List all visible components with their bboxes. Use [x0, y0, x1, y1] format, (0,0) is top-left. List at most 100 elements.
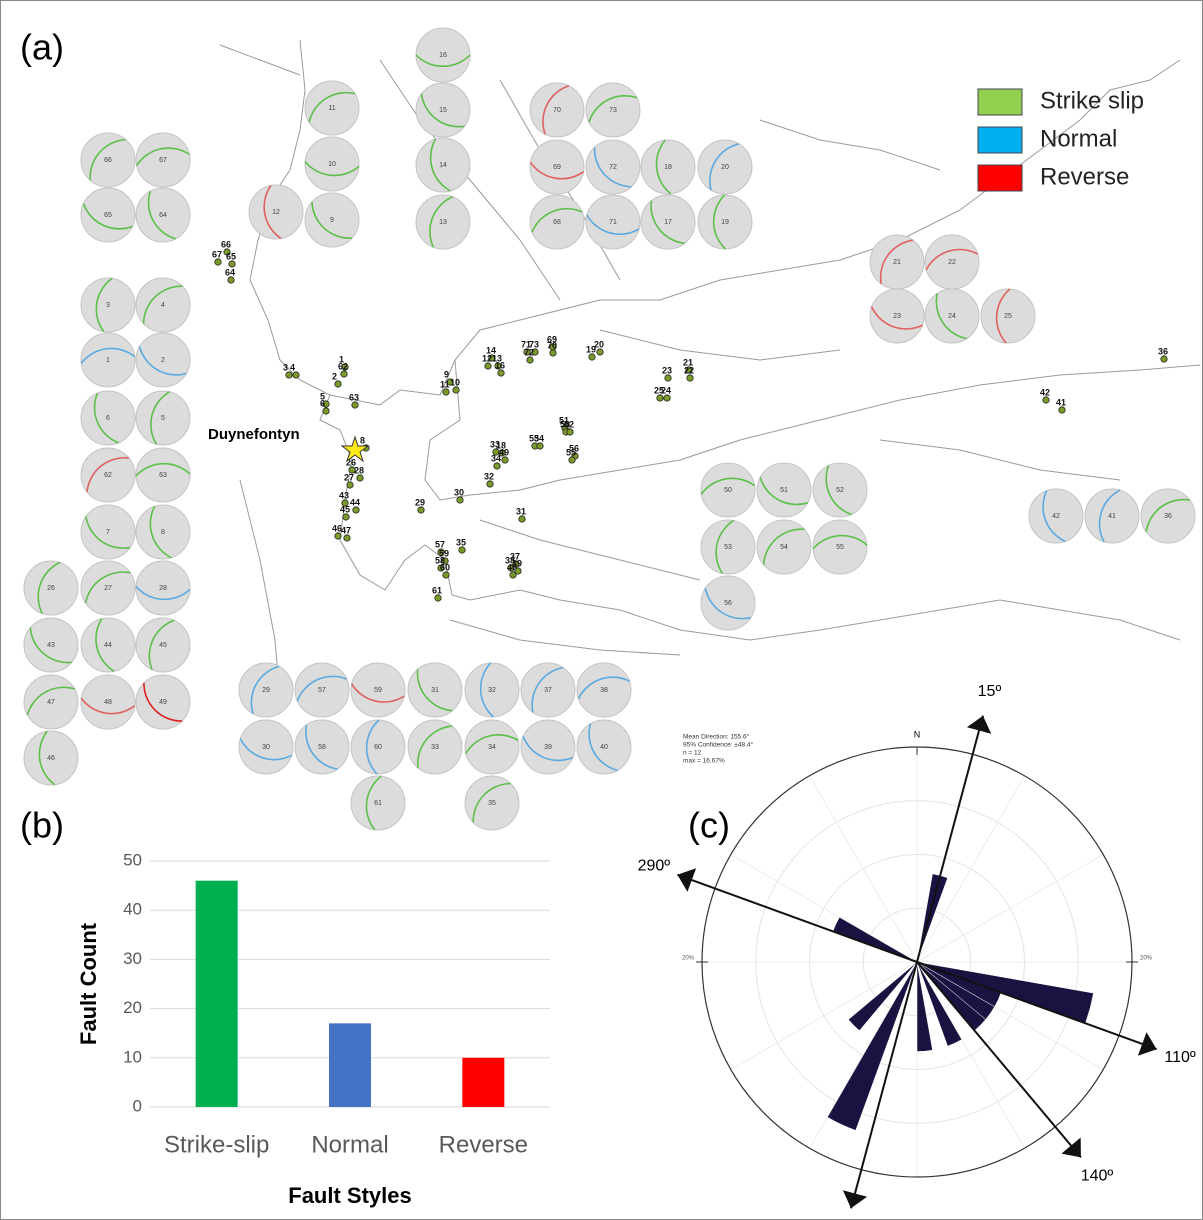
stereonet: 63 — [136, 448, 190, 502]
stereonet: 73 — [586, 83, 640, 137]
site-label: 29 — [415, 497, 425, 507]
site-label: 12 — [482, 353, 492, 363]
r-tick-label: 20% — [1140, 956, 1153, 962]
stereonet: 16 — [416, 28, 470, 82]
site-dot — [335, 381, 341, 387]
r-tick-label: 20% — [682, 956, 695, 962]
stereonet-label: 27 — [104, 585, 112, 592]
stereonet: 67 — [136, 133, 190, 187]
site-dot — [443, 389, 449, 395]
stereonet: 70 — [530, 83, 584, 137]
site-label: 47 — [341, 525, 351, 535]
stereonet: 12 — [249, 185, 303, 239]
site-label: 52 — [564, 419, 574, 429]
site-label: 44 — [350, 497, 360, 507]
stereonet-label: 16 — [439, 52, 447, 59]
stereonet: 1 — [81, 333, 135, 387]
stereonet-label: 58 — [318, 744, 326, 751]
site-dot — [550, 350, 556, 356]
stereonet-label: 56 — [724, 600, 732, 607]
stereonet-label: 35 — [488, 800, 496, 807]
y-tick-label: 40 — [123, 900, 142, 919]
x-tick-label: Normal — [311, 1131, 388, 1158]
site-dot — [228, 277, 234, 283]
panel-label: (b) — [20, 805, 64, 846]
stereonet-label: 26 — [47, 585, 55, 592]
site-dot — [502, 457, 508, 463]
site-dot — [519, 516, 525, 522]
site-label: 30 — [454, 487, 464, 497]
stereonet: 2 — [136, 333, 190, 387]
stereonet: 10 — [305, 137, 359, 191]
stereonet: 49 — [136, 675, 190, 729]
stereonet-label: 3 — [106, 302, 110, 309]
stereonet: 55 — [813, 520, 867, 574]
stereonet-label: 41 — [1108, 513, 1116, 520]
stereonet: 58 — [295, 720, 349, 774]
stereonet-label: 8 — [161, 529, 165, 536]
stereonet-label: 5 — [161, 415, 165, 422]
stereonet-label: 57 — [318, 687, 326, 694]
stereonet: 33 — [408, 720, 462, 774]
site-label: 55 — [566, 447, 576, 457]
stereonet: 40 — [577, 720, 631, 774]
site-label: 20 — [594, 339, 604, 349]
site-label: 11 — [440, 379, 450, 389]
site-dot — [515, 568, 521, 574]
stereonet-label: 61 — [374, 800, 382, 807]
stereonet: 24 — [925, 289, 979, 343]
stereonet-label: 20 — [721, 164, 729, 171]
stereonet: 35 — [465, 776, 519, 830]
site-label: 45 — [340, 504, 350, 514]
arrow-label: 15º — [978, 683, 1002, 700]
stereonet-label: 34 — [488, 744, 496, 751]
site-dot — [665, 375, 671, 381]
legend-swatch — [978, 127, 1022, 153]
stereonet-label: 54 — [780, 544, 788, 551]
stereonet-label: 29 — [262, 687, 270, 694]
stereonet: 27 — [81, 561, 135, 615]
y-tick-label: 30 — [123, 949, 142, 968]
site-label: 60 — [440, 562, 450, 572]
stereonet: 64 — [136, 188, 190, 242]
site-dot — [457, 497, 463, 503]
stereonet: 30 — [239, 720, 293, 774]
stereonet: 41 — [1085, 489, 1139, 543]
stereonet: 26 — [24, 561, 78, 615]
stereonet-label: 9 — [330, 217, 334, 224]
legend-label: Normal — [1040, 125, 1117, 152]
legend-swatch — [978, 89, 1022, 115]
stereonet-label: 39 — [544, 744, 552, 751]
stereonet: 4 — [136, 278, 190, 332]
site-dot — [487, 481, 493, 487]
stereonet-label: 22 — [948, 259, 956, 266]
rose-stat: n = 12 — [683, 750, 702, 757]
stereonet: 43 — [24, 618, 78, 672]
site-label: 2 — [332, 371, 337, 381]
rose-stat: max = 16.67% — [683, 758, 725, 765]
stereonet-label: 60 — [374, 744, 382, 751]
stereonet-label: 71 — [609, 219, 617, 226]
site-label: 64 — [225, 267, 235, 277]
stereonet: 18 — [641, 140, 695, 194]
stereonet-label: 30 — [262, 744, 270, 751]
y-tick-label: 50 — [123, 850, 142, 869]
stereonet: 65 — [81, 188, 135, 242]
stereonet: 8 — [136, 505, 190, 559]
figure: (a)(b)(c)1615141311109127073697218206871… — [0, 0, 1203, 1220]
stereonet-label: 52 — [836, 487, 844, 494]
site-label: 4 — [290, 362, 295, 372]
y-tick-label: 10 — [123, 1047, 142, 1066]
stereonet: 9 — [305, 193, 359, 247]
stereonet-label: 33 — [431, 744, 439, 751]
site-dot — [347, 482, 353, 488]
legend-swatch — [978, 165, 1022, 191]
stereonet: 37 — [521, 663, 575, 717]
stereonet-label: 59 — [374, 687, 382, 694]
stereonet-label: 17 — [664, 219, 672, 226]
rose-stat: 95% Confidence: ±48.4° — [683, 741, 754, 749]
site-label: 72 — [524, 347, 534, 357]
site-label: 54 — [534, 433, 544, 443]
site-label: 8 — [360, 435, 365, 445]
site-label: 36 — [1158, 346, 1168, 356]
